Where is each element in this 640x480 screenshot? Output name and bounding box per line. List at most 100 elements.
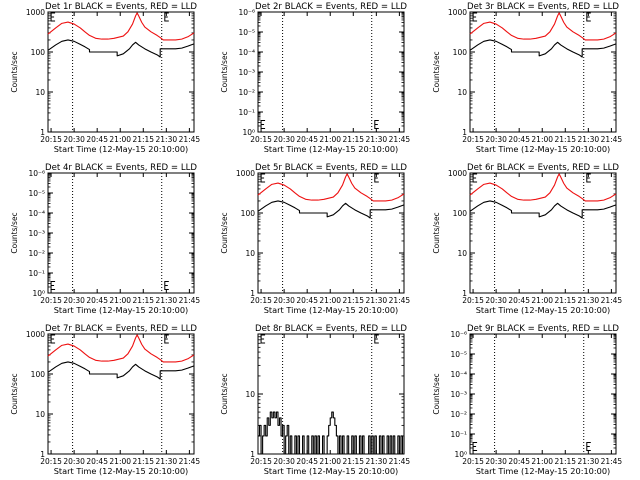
- y-axis-label: Counts/sec: [432, 212, 441, 253]
- x-tick-label: 21:00: [319, 296, 341, 305]
- x-tick-label: 21:15: [132, 457, 154, 466]
- y-axis-label: Counts/sec: [432, 373, 441, 414]
- e-marker-icon: [586, 173, 591, 183]
- y-tick-label: 1000: [26, 8, 45, 17]
- chart-panel-5: Det 5r BLACK = Events, RED = LLD Counts/s…: [220, 163, 410, 315]
- y-tick-label: 10⁻¹: [238, 108, 255, 117]
- chart-panel-7: Det 7r BLACK = Events, RED = LLD Counts/s…: [10, 324, 200, 476]
- y-tick-label: 1000: [448, 169, 467, 178]
- x-tick-label: 20:45: [296, 135, 318, 144]
- chart-panel-3: Det 3r BLACK = Events, RED = LLD Counts/s…: [432, 2, 622, 154]
- e-marker-icon: [50, 334, 56, 344]
- x-tick-label: 20:30: [485, 296, 507, 305]
- x-tick-label: 20:30: [273, 135, 295, 144]
- x-axis-label: Start Time (12-May-15 20:10:00): [476, 466, 611, 476]
- series-line-events: [47, 361, 195, 380]
- x-tick-label: 21:15: [132, 135, 154, 144]
- series-line-lld: [47, 12, 195, 41]
- y-tick-label: 10⁻⁶: [450, 330, 467, 339]
- e-marker-icon: [374, 119, 379, 129]
- plot-frame: [469, 172, 617, 294]
- e-marker-icon: [586, 12, 591, 22]
- x-axis-label: Start Time (12-May-15 20:10:00): [264, 466, 399, 476]
- x-axis-label: Start Time (12-May-15 20:10:00): [264, 144, 399, 154]
- y-tick-label: 100: [31, 48, 46, 57]
- x-tick-label: 21:45: [179, 135, 201, 144]
- y-tick-label: 10⁻²: [238, 88, 255, 97]
- series-line-lld: [47, 334, 195, 363]
- y-tick-label: 1000: [448, 8, 467, 17]
- y-tick-label: 1: [40, 450, 45, 459]
- y-axis-label: Counts/sec: [220, 373, 229, 414]
- y-axis-label: Counts/sec: [10, 373, 19, 414]
- y-tick-label: 10: [35, 410, 45, 419]
- x-tick-label: 21:45: [389, 135, 411, 144]
- x-tick-label: 20:15: [40, 135, 62, 144]
- x-tick-label: 21:30: [366, 135, 388, 144]
- x-tick-label: 20:30: [273, 296, 295, 305]
- y-axis-label: Counts/sec: [10, 212, 19, 253]
- y-tick-label: 10⁻⁵: [28, 189, 45, 198]
- plot-frame: [47, 333, 195, 455]
- x-axis-label: Start Time (12-May-15 20:10:00): [54, 144, 189, 154]
- x-tick-label: 21:00: [109, 296, 131, 305]
- plot-frame: [47, 11, 195, 133]
- y-tick-label: 1: [250, 289, 255, 298]
- y-tick-label: 1: [462, 289, 467, 298]
- y-tick-label: 10⁻⁴: [238, 48, 255, 57]
- e-marker-icon: [586, 441, 591, 451]
- y-tick-label: 10⁻¹: [450, 430, 467, 439]
- x-tick-label: 21:45: [601, 135, 623, 144]
- y-tick-label: 10⁻³: [28, 229, 45, 238]
- chart-panel-2: Det 2r BLACK = Events, RED = LLD Counts/s…: [220, 2, 410, 154]
- chart-title: Det 1r BLACK = Events, RED = LLD: [45, 2, 197, 12]
- chart-title: Det 4r BLACK = Events, RED = LLD: [45, 163, 197, 173]
- e-marker-icon: [260, 173, 266, 183]
- x-tick-label: 21:00: [109, 457, 131, 466]
- x-tick-label: 21:00: [531, 296, 553, 305]
- x-axis-label: Start Time (12-May-15 20:10:00): [264, 305, 399, 315]
- y-tick-label: 10⁻³: [238, 68, 255, 77]
- plot-frame: [257, 172, 405, 294]
- x-tick-label: 21:15: [132, 296, 154, 305]
- x-tick-label: 21:30: [578, 457, 600, 466]
- chart-title: Det 3r BLACK = Events, RED = LLD: [467, 2, 619, 12]
- y-tick-label: 10⁰: [454, 450, 467, 459]
- x-tick-label: 21:15: [554, 457, 576, 466]
- x-tick-label: 20:30: [63, 296, 85, 305]
- x-tick-label: 20:45: [86, 135, 108, 144]
- x-tick-label: 21:30: [578, 296, 600, 305]
- e-marker-icon: [260, 119, 266, 129]
- x-tick-label: 20:15: [40, 457, 62, 466]
- x-tick-label: 20:45: [296, 457, 318, 466]
- x-tick-label: 21:30: [156, 457, 178, 466]
- x-tick-label: 21:30: [366, 457, 388, 466]
- series-line-lld: [469, 173, 617, 202]
- y-tick-label: 10: [245, 390, 255, 399]
- series-line-events: [469, 39, 617, 58]
- chart-title: Det 2r BLACK = Events, RED = LLD: [255, 2, 407, 12]
- chart-panel-1: Det 1r BLACK = Events, RED = LLD Counts/s…: [10, 2, 200, 154]
- x-tick-label: 21:15: [342, 457, 364, 466]
- x-tick-label: 21:15: [342, 135, 364, 144]
- y-tick-label: 100: [453, 48, 468, 57]
- y-tick-label: 10⁻⁶: [238, 8, 255, 17]
- y-tick-label: 10: [457, 88, 467, 97]
- chart-title: Det 8r BLACK = Events, RED = LLD: [255, 324, 407, 334]
- x-tick-label: 20:15: [462, 135, 484, 144]
- x-tick-label: 20:15: [250, 135, 272, 144]
- x-tick-label: 21:30: [366, 296, 388, 305]
- y-tick-label: 10⁻³: [450, 390, 467, 399]
- x-tick-label: 20:45: [508, 135, 530, 144]
- chart-title: Det 7r BLACK = Events, RED = LLD: [45, 324, 197, 334]
- y-tick-label: 1: [40, 128, 45, 137]
- y-tick-label: 1000: [236, 169, 255, 178]
- plot-frame: [257, 11, 405, 133]
- x-tick-label: 20:30: [485, 457, 507, 466]
- e-marker-icon: [164, 12, 169, 22]
- x-axis-label: Start Time (12-May-15 20:10:00): [54, 305, 189, 315]
- x-tick-label: 20:15: [250, 296, 272, 305]
- e-marker-icon: [164, 280, 169, 290]
- series-line-lld: [469, 12, 617, 41]
- series-line-events: [258, 411, 405, 455]
